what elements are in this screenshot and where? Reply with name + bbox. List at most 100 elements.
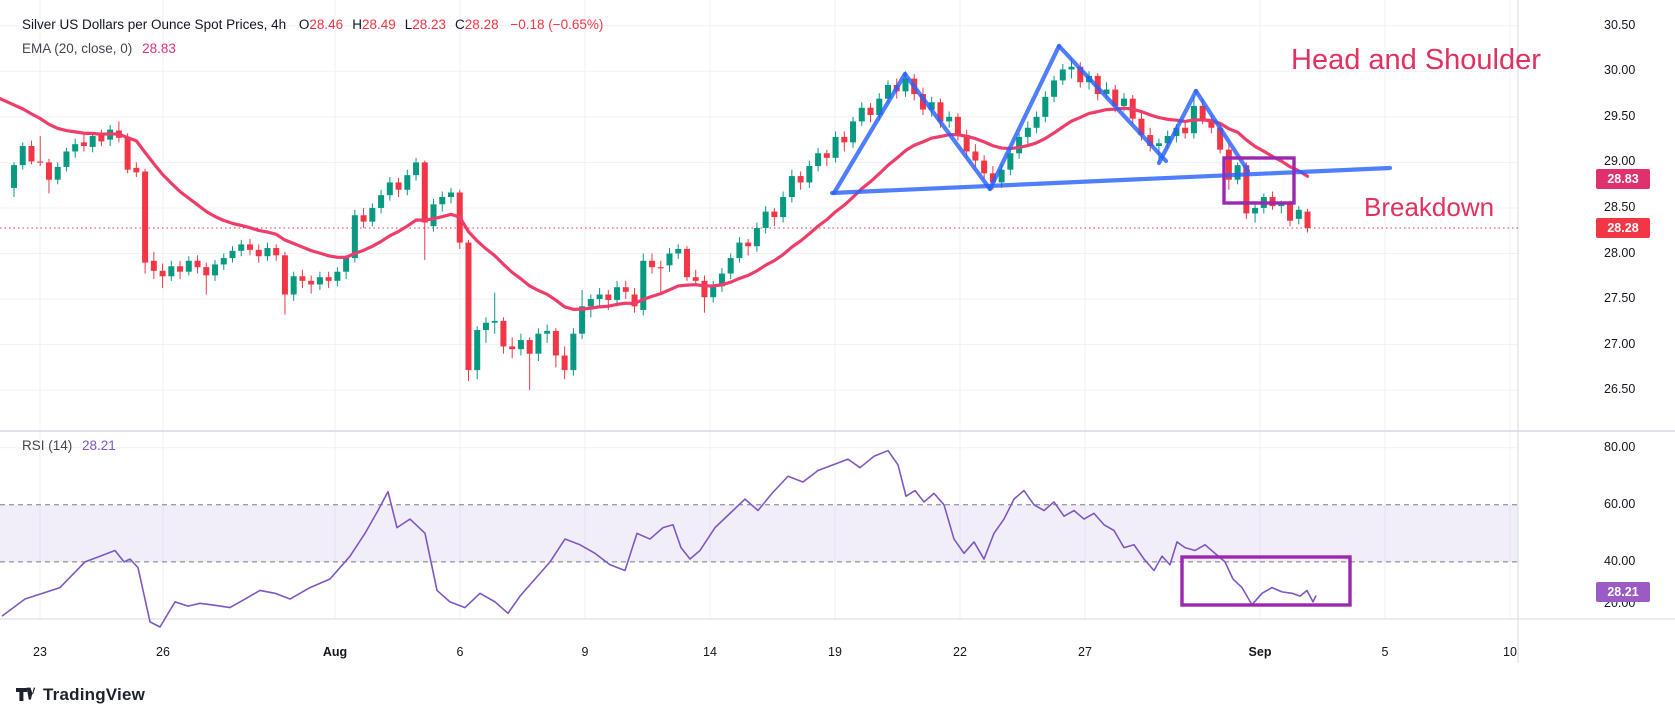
- candle-body: [561, 355, 568, 371]
- time-tick-label: 23: [33, 645, 47, 659]
- candle-body: [255, 249, 262, 257]
- breakdown-annotation[interactable]: Breakdown: [1364, 192, 1495, 222]
- ema-legend-row[interactable]: EMA (20, close, 0) 28.83: [22, 41, 176, 56]
- candle-body: [1068, 66, 1075, 70]
- candle-body: [325, 277, 332, 281]
- candle-body: [378, 195, 385, 208]
- candle-body: [876, 98, 883, 116]
- tradingview-logo-icon: [16, 687, 36, 701]
- candle-body: [692, 277, 699, 281]
- candle-body: [928, 102, 935, 110]
- time-tick-label: 19: [828, 645, 842, 659]
- candle-body: [238, 244, 245, 251]
- ema-line: [0, 97, 1310, 311]
- candle-body: [281, 255, 288, 295]
- candle-body: [264, 248, 271, 257]
- candle-body: [850, 121, 857, 143]
- candle-body: [474, 330, 481, 371]
- candle-body: [579, 306, 586, 334]
- candle-body: [605, 294, 612, 300]
- candle-body: [80, 142, 87, 147]
- candle-body: [710, 286, 717, 298]
- candle-body: [981, 160, 988, 174]
- candle-body: [1103, 89, 1110, 95]
- candle-body: [762, 211, 769, 228]
- candle-body: [316, 277, 323, 285]
- neckline-trendline: [829, 165, 1393, 196]
- candle-body: [246, 244, 253, 250]
- candle-body: [1147, 135, 1154, 147]
- ema-price-badge: 28.83: [1596, 169, 1650, 189]
- candle-body: [1024, 127, 1031, 137]
- candle-body: [718, 273, 725, 287]
- candle-body: [640, 260, 647, 310]
- candle-body: [482, 322, 489, 331]
- ema-value: 28.83: [142, 41, 176, 56]
- candle-body: [963, 135, 970, 152]
- tradingview-watermark[interactable]: TradingView: [14, 684, 145, 706]
- candle-body: [448, 192, 454, 198]
- candle-body: [11, 165, 17, 188]
- candle-body: [570, 333, 577, 371]
- candle-body: [54, 166, 61, 180]
- time-tick-label: 10: [1503, 645, 1517, 659]
- price-breakdown-box: [1222, 156, 1296, 205]
- candle-body: [185, 260, 192, 272]
- left-shoulder-up-trendline: [831, 71, 908, 196]
- candle-body: [657, 267, 664, 269]
- candle-body: [736, 242, 743, 259]
- change-value: −0.18 (−0.65%): [510, 17, 604, 32]
- rsi-tick-label: 80.00: [1604, 439, 1636, 454]
- candle-body: [998, 169, 1005, 183]
- symbol-title: Silver US Dollars per Ounce Spot Prices,…: [22, 17, 287, 32]
- price-tick-label: 28.50: [1604, 199, 1636, 214]
- candle-body: [509, 346, 516, 350]
- candle-body: [299, 276, 306, 281]
- price-tick-label: 29.00: [1604, 154, 1636, 169]
- candle-body: [1051, 80, 1058, 97]
- rsi-legend-row[interactable]: RSI (14) 28.21: [22, 438, 116, 453]
- candle-body: [1225, 149, 1232, 180]
- rsi-tick-label: 40.00: [1604, 553, 1636, 568]
- candle-body: [972, 151, 979, 161]
- candle-body: [1112, 89, 1119, 106]
- candle-body: [727, 258, 734, 274]
- candle-body: [946, 116, 953, 122]
- rsi-line: [1, 449, 1317, 628]
- ema-label: EMA (20, close, 0): [22, 41, 133, 56]
- candle-body: [526, 340, 533, 354]
- time-tick-label: 14: [703, 645, 717, 659]
- watermark-text: TradingView: [43, 685, 146, 704]
- candle-body: [701, 280, 708, 298]
- candle-body: [797, 176, 804, 183]
- candle-body: [858, 107, 865, 122]
- candle-body: [535, 333, 542, 354]
- candle-body: [544, 330, 551, 334]
- rsi-value: 28.21: [82, 438, 116, 453]
- candle-body: [815, 153, 822, 167]
- ohlc-item: C28.28: [455, 17, 499, 32]
- candle-body: [72, 144, 79, 152]
- ohlc-item: O28.46: [298, 17, 344, 32]
- candle-body: [63, 151, 70, 167]
- candle-body: [806, 166, 813, 183]
- head-and-shoulder-annotation[interactable]: Head and Shoulder: [1291, 44, 1541, 76]
- candle-body: [1138, 118, 1145, 136]
- candle-body: [753, 227, 760, 247]
- candle-body: [1042, 96, 1049, 117]
- candle-body: [902, 78, 909, 92]
- candle-body: [1234, 165, 1241, 180]
- candle-body: [133, 167, 140, 173]
- candle-body: [343, 258, 350, 272]
- candle-body: [1295, 209, 1302, 219]
- price-tick-label: 28.00: [1604, 245, 1636, 260]
- candle-body: [37, 161, 44, 163]
- symbol-legend-row[interactable]: Silver US Dollars per Ounce Spot Prices,…: [22, 17, 603, 32]
- time-tick-label: 6: [456, 645, 464, 659]
- candle-body: [229, 250, 236, 259]
- candle-body: [273, 248, 280, 256]
- candle-body: [1077, 66, 1084, 83]
- price-tick-label: 29.50: [1604, 108, 1636, 123]
